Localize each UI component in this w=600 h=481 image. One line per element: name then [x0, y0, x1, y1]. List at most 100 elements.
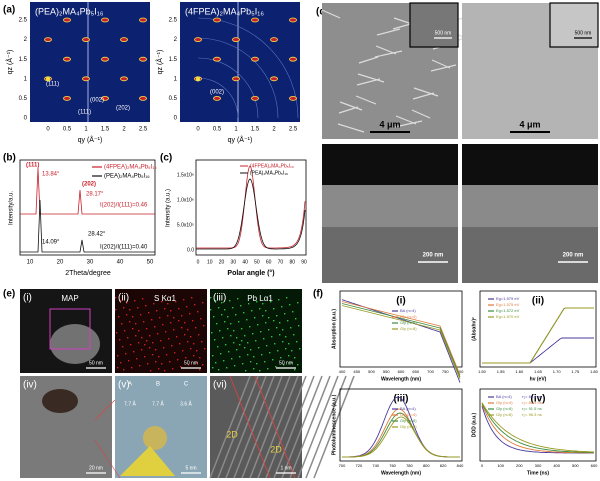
axis-label: Wavelength (nm) — [381, 470, 421, 476]
map-dot — [172, 368, 174, 370]
legend-label: (4FPEA)₂MA₄Pb₅I₁₆ — [104, 165, 157, 171]
x-tick-label: 1.60 — [515, 369, 524, 374]
map-dot — [125, 353, 127, 355]
bragg-spot — [120, 76, 128, 82]
map-dot — [257, 324, 259, 326]
map-dot — [197, 311, 199, 313]
map-dot — [288, 343, 290, 345]
map-dot — [188, 364, 190, 366]
map-dot — [178, 320, 180, 322]
map-dot — [165, 331, 167, 333]
map-dot — [223, 360, 225, 362]
lattice-label: A — [128, 382, 132, 388]
grain — [358, 56, 379, 64]
map-dot — [156, 310, 158, 312]
bragg-spot — [101, 56, 109, 62]
map-dot — [221, 302, 223, 304]
map-dot — [129, 321, 131, 323]
map-dot — [252, 333, 254, 335]
map-dot — [135, 323, 137, 325]
legend-label: τ₂= 91.5 ns — [522, 406, 542, 411]
map-dot — [228, 351, 230, 353]
map-dot — [294, 357, 296, 359]
map-dot — [130, 344, 132, 346]
annotation: 13.84° — [42, 172, 60, 178]
map-dot — [132, 316, 134, 318]
plot-frame — [195, 159, 307, 256]
axis-label: qz (Å⁻¹) — [5, 50, 14, 75]
plot-frame — [339, 388, 463, 462]
map-dot — [160, 340, 162, 342]
x-tick-label: 1.70 — [553, 369, 562, 374]
y-tick-label: 0.0 — [187, 247, 194, 253]
x-tick-label: 840 — [457, 463, 464, 468]
axis-label: Intensity (a.u.) — [166, 189, 172, 227]
map-dot — [158, 368, 160, 370]
map-dot — [139, 365, 141, 367]
map-dot — [220, 353, 222, 355]
bragg-spot — [289, 96, 297, 101]
grain — [356, 78, 381, 86]
scale-label: 20 nm — [89, 465, 103, 471]
axis-label: qy (Å⁻¹) — [228, 135, 253, 144]
map-dot — [155, 361, 157, 363]
substrate — [462, 227, 598, 283]
x-tick-label: 800 — [423, 463, 430, 468]
xrd-curve — [20, 167, 155, 215]
map-dot — [268, 317, 270, 319]
boundary — [229, 375, 296, 479]
map-dot — [251, 310, 253, 312]
x-tick-label: 780 — [406, 463, 413, 468]
legend-label: Gly (n=4) — [496, 400, 513, 405]
x-tick-label: 800 — [457, 369, 464, 374]
map-dot — [263, 338, 265, 340]
map-dot — [202, 364, 204, 366]
map-dot — [282, 329, 284, 331]
map-dot — [216, 323, 218, 325]
lattice-fringe — [249, 375, 291, 479]
axis-label: Time (ns) — [527, 470, 549, 476]
grain — [394, 120, 423, 128]
map-dot — [286, 297, 288, 299]
plot-frame — [479, 290, 597, 368]
map-dot — [189, 313, 191, 315]
x-tick-label: 70 — [278, 259, 284, 265]
grain — [338, 106, 359, 114]
map-dot — [129, 309, 131, 311]
y-tick-label: 1 — [24, 76, 28, 82]
map-dot — [227, 316, 229, 318]
map-dot — [262, 303, 264, 305]
map-dot — [147, 363, 149, 365]
map-dot — [273, 308, 275, 310]
annotation: (202) — [116, 106, 130, 112]
spectrum-curve — [481, 404, 594, 454]
bragg-spot — [82, 37, 90, 42]
map-dot — [201, 341, 203, 343]
spectrum-curve — [341, 303, 461, 378]
map-dot — [293, 334, 295, 336]
lattice-fringe — [209, 375, 251, 479]
map-dot — [212, 355, 214, 357]
map-dot — [233, 330, 235, 332]
bragg-spot — [213, 96, 221, 101]
x-tick-label: 450 — [353, 369, 360, 374]
map-dot — [144, 344, 146, 346]
map-dot — [162, 324, 164, 326]
map-dot — [288, 355, 290, 357]
bragg-spot — [44, 37, 52, 42]
map-dot — [190, 336, 192, 338]
map-dot — [224, 321, 226, 323]
map-dot — [215, 362, 217, 364]
map-dot — [287, 320, 289, 322]
map-dot — [280, 357, 282, 359]
grain — [376, 28, 401, 36]
legend-label: BA (n=4) — [400, 308, 416, 313]
map-dot — [265, 310, 267, 312]
x-tick-label: 1.80 — [590, 369, 599, 374]
map-dot — [248, 303, 250, 305]
lattice-fringe — [225, 375, 267, 479]
map-dot — [224, 309, 226, 311]
map-dot — [140, 314, 142, 316]
x-tick-label: 700 — [427, 369, 434, 374]
bragg-spot — [46, 76, 50, 82]
